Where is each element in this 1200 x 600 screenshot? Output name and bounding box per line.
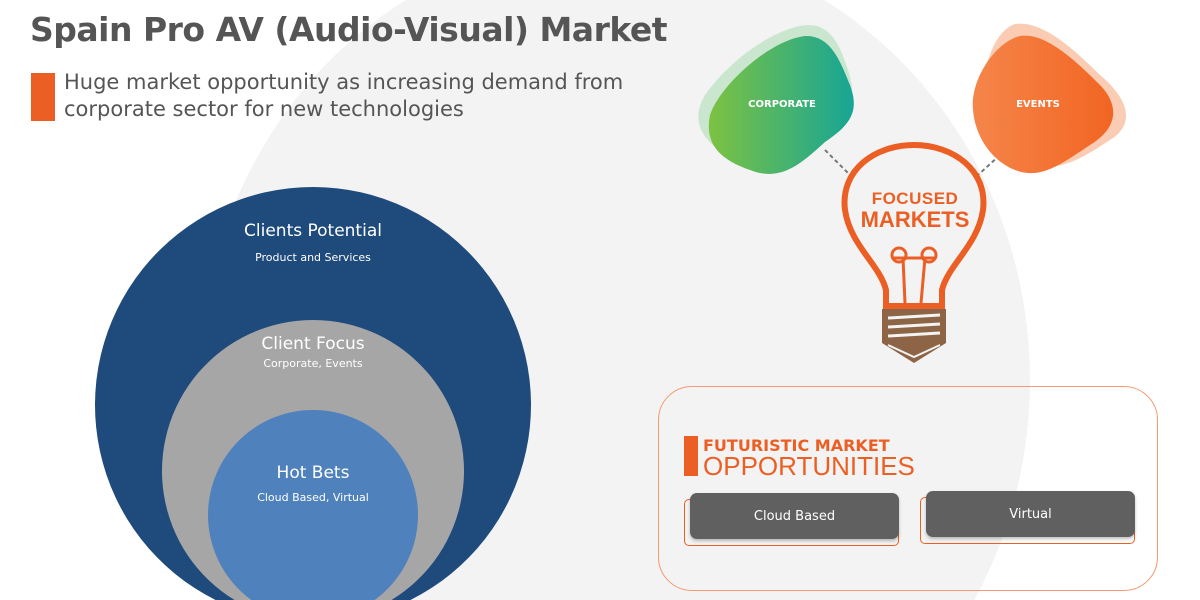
middle-circle-subtitle: Corporate, Events [263,357,363,370]
focused-line2: MARKETS [860,207,970,232]
inner-circle-title: Hot Bets [276,463,350,483]
middle-circle-title: Client Focus [261,334,365,354]
focused-markets-label: FOCUSED MARKETS [840,190,990,231]
events-blob [972,35,1114,174]
events-label: EVENTS [1016,99,1060,110]
outer-circle-title: Clients Potential [244,221,382,241]
opportunity-card-virtual: Virtual [926,491,1135,537]
opportunities-panel [658,386,1158,591]
inner-circle [208,409,418,600]
opportunities-heading-line2: OPPORTUNITIES [703,451,915,481]
corporate-label: CORPORATE [748,99,816,110]
outer-circle-subtitle: Product and Services [255,251,371,264]
opportunity-card-cloud-based: Cloud Based [690,493,899,539]
page-subtitle: Huge market opportunity as increasing de… [64,70,624,121]
inner-circle-subtitle: Cloud Based, Virtual [257,491,369,504]
opportunities-accent-bar [684,436,698,476]
page-title: Spain Pro AV (Audio-Visual) Market [30,10,668,49]
opportunities-heading-line1: FUTURISTIC MARKET [703,436,890,455]
subtitle-accent-bar [31,73,55,121]
lightbulb-icon [841,141,987,309]
focused-line1: FOCUSED [871,189,959,208]
corporate-blob [708,35,854,174]
